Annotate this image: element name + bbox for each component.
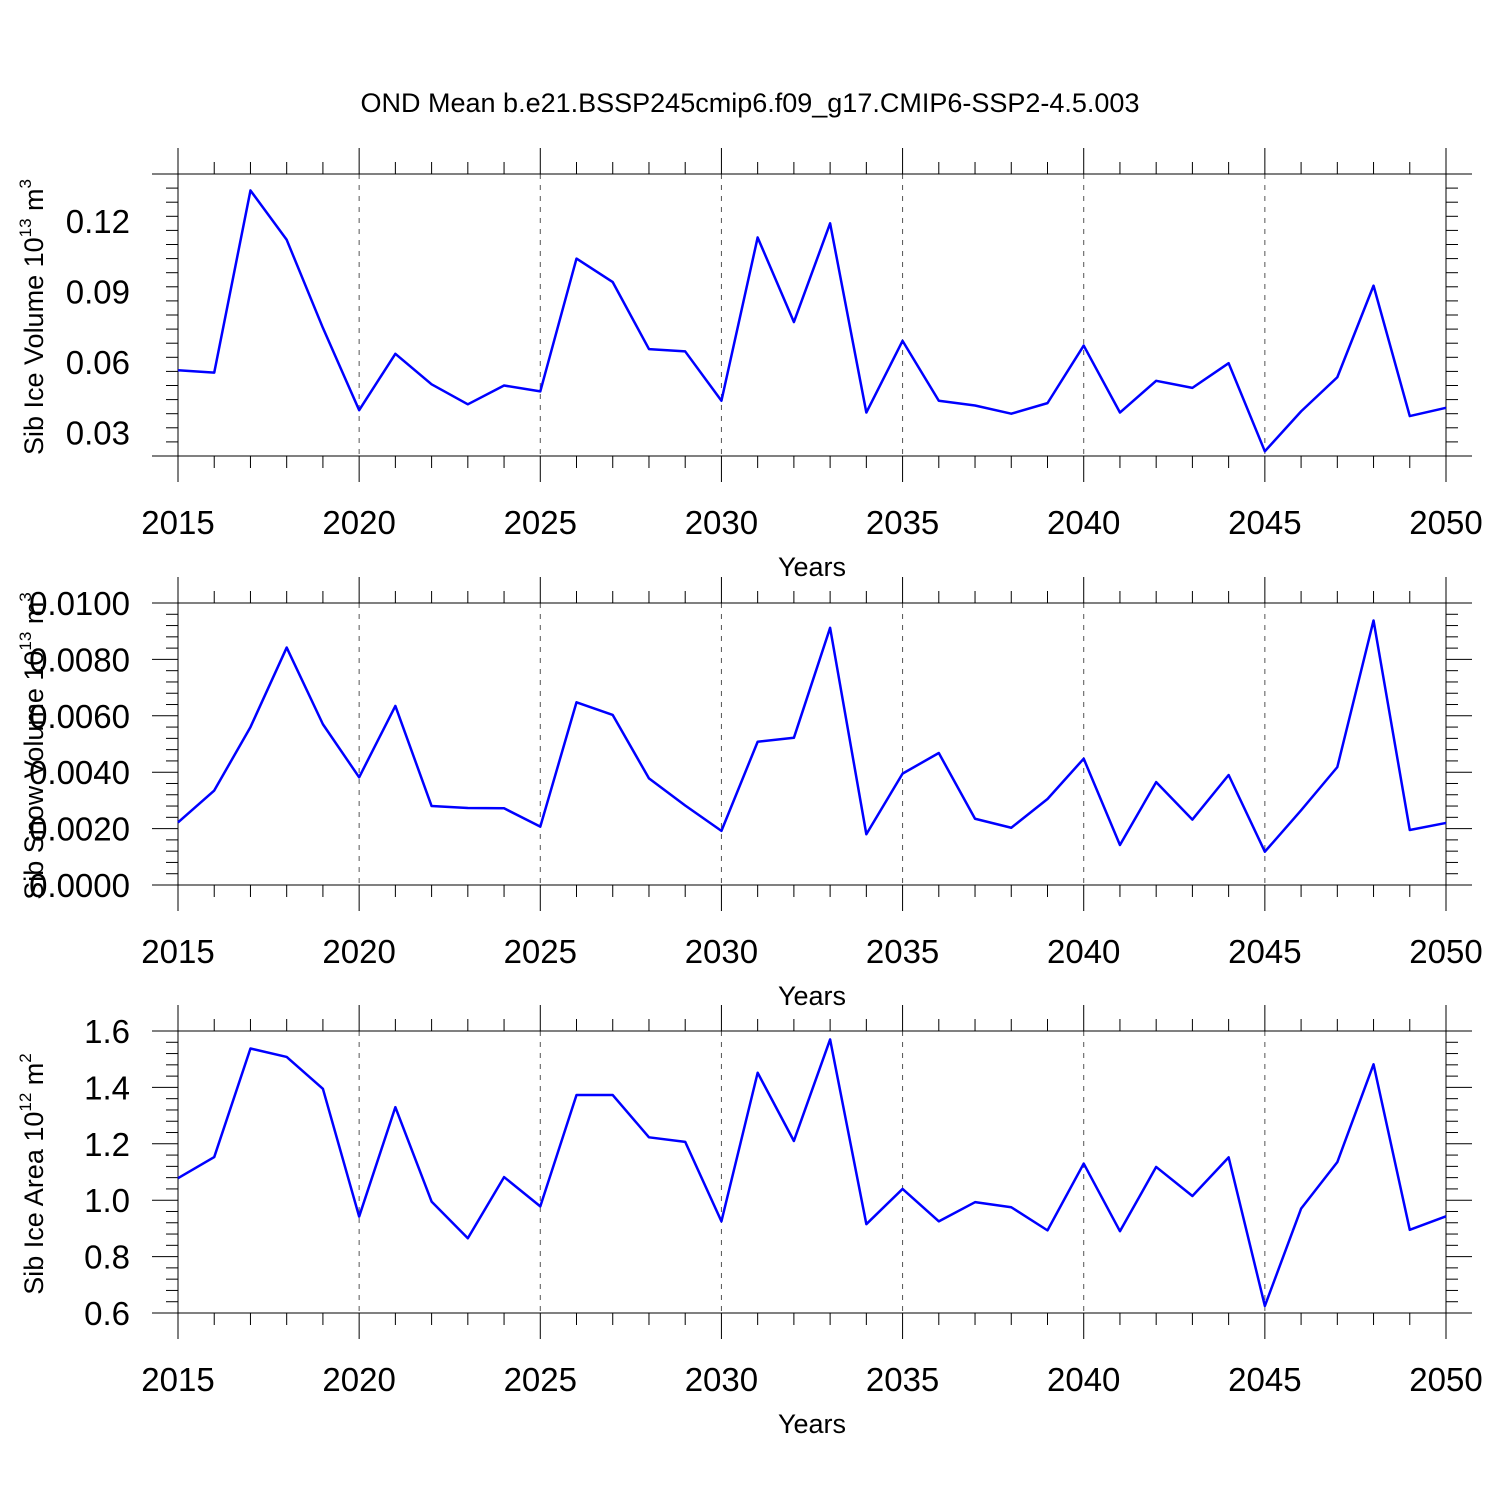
series-line — [177, 619, 1447, 853]
x-tick-label: 2035 — [866, 504, 939, 541]
x-tick-label: 2015 — [141, 504, 214, 541]
x-axis-title: Years — [778, 981, 846, 1011]
x-tick-label: 2030 — [685, 933, 758, 970]
x-tick-label: 2015 — [141, 933, 214, 970]
x-tick-label: 2045 — [1228, 933, 1301, 970]
x-tick-label: 2025 — [504, 933, 577, 970]
y-tick-label: 0.09 — [66, 274, 130, 311]
y-tick-label: 1.2 — [84, 1126, 130, 1163]
x-axis-title: Years — [778, 552, 846, 582]
y-tick-label: 0.0000 — [29, 867, 130, 904]
y-tick-label: 1.4 — [84, 1069, 130, 1106]
panel-3: 0.6 0.8 1.0 1.2 1.4 1.6 2015 2020 2025 2030 2035 20… — [16, 1005, 1483, 1439]
x-tick-label: 2020 — [322, 1361, 395, 1398]
x-tick-label: 2035 — [866, 1361, 939, 1398]
y-tick-label: 0.6 — [84, 1295, 130, 1332]
x-tick-label: 2040 — [1047, 1361, 1120, 1398]
series-line — [177, 189, 1447, 453]
x-tick-label: 2030 — [685, 504, 758, 541]
chart-title: OND Mean b.e21.BSSP245cmip6.f09_g17.CMIP… — [361, 88, 1140, 118]
x-tick-label: 2030 — [685, 1361, 758, 1398]
x-tick-label: 2020 — [322, 933, 395, 970]
x-tick-label: 2050 — [1409, 1361, 1482, 1398]
y-tick-label: 0.8 — [84, 1239, 130, 1276]
y-tick-label: 0.0020 — [29, 811, 130, 848]
panel-1: 0.03 0.06 0.09 0.12 2015 2020 2025 2030 2035 2040… — [16, 148, 1483, 582]
y-axis-title: Sib Snow Volume 1013 m3 — [16, 592, 49, 900]
y-axis-title: Sib Ice Volume 1013 m3 — [16, 179, 49, 455]
y-tick-label: 0.0040 — [29, 754, 130, 791]
y-tick-label: 0.0060 — [29, 698, 130, 735]
x-tick-label: 2045 — [1228, 1361, 1301, 1398]
y-tick-label: 0.0080 — [29, 641, 130, 678]
x-tick-label: 2015 — [141, 1361, 214, 1398]
x-tick-label: 2050 — [1409, 504, 1482, 541]
x-tick-label: 2040 — [1047, 933, 1120, 970]
x-tick-label: 2045 — [1228, 504, 1301, 541]
y-tick-label: 0.06 — [66, 344, 130, 381]
x-tick-label: 2050 — [1409, 933, 1482, 970]
y-tick-label: 0.0100 — [29, 585, 130, 622]
x-tick-label: 2025 — [504, 1361, 577, 1398]
y-tick-label: 1.0 — [84, 1182, 130, 1219]
x-tick-label: 2025 — [504, 504, 577, 541]
x-tick-label: 2035 — [866, 933, 939, 970]
panel-2: 0.0000 0.0020 0.0040 0.0060 0.0080 0.0100 2015… — [16, 577, 1483, 1011]
x-tick-label: 2040 — [1047, 504, 1120, 541]
x-axis-title: Years — [778, 1409, 846, 1439]
series-line — [177, 1038, 1447, 1308]
y-tick-label: 0.12 — [66, 203, 130, 240]
y-tick-label: 0.03 — [66, 415, 130, 452]
y-axis-title: Sib Ice Area 1012 m2 — [16, 1053, 49, 1295]
y-tick-label: 1.6 — [84, 1013, 130, 1050]
x-tick-label: 2020 — [322, 504, 395, 541]
